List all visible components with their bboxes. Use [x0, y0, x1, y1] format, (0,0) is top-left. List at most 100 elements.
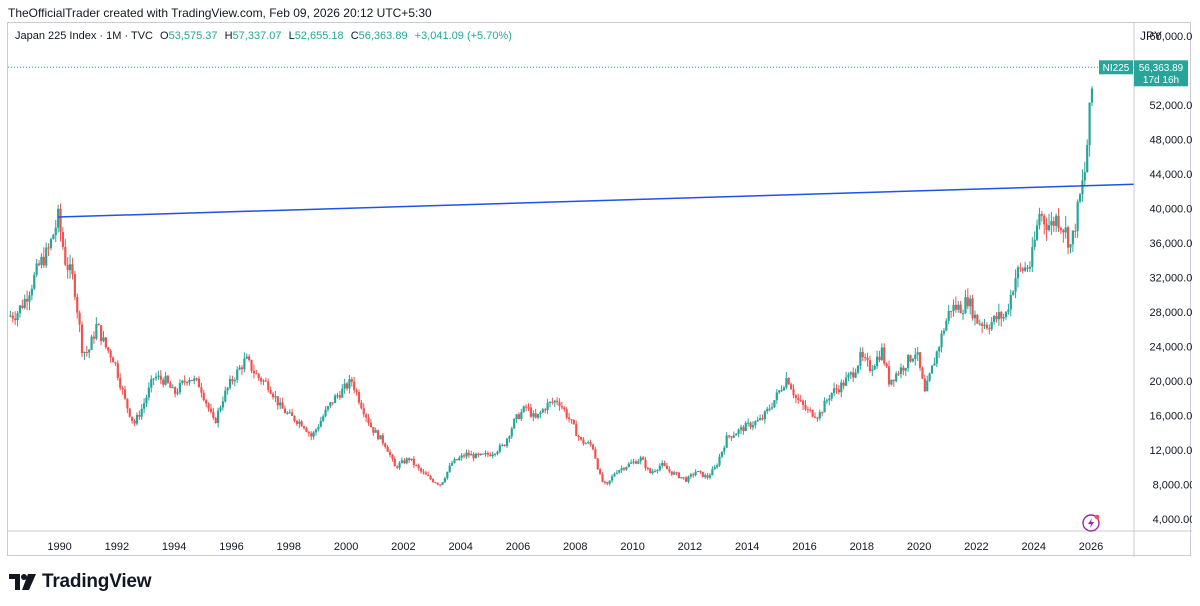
candle-body: [185, 382, 189, 384]
candle-body: [276, 396, 279, 406]
candle-body: [398, 462, 401, 468]
candle-body: [403, 460, 406, 464]
candle-body: [162, 379, 165, 385]
y-axis-label: 20,000.00: [1150, 376, 1192, 388]
candle-body: [345, 383, 349, 389]
candle-body: [1026, 267, 1029, 269]
candle-body: [861, 351, 864, 358]
candle-body: [1074, 230, 1077, 232]
candle-body: [169, 382, 172, 388]
candle-body: [470, 454, 473, 456]
candle-body: [264, 380, 267, 382]
x-axis-label: 2020: [907, 541, 931, 553]
candle-body: [899, 367, 903, 375]
lightning-icon[interactable]: [1082, 514, 1100, 532]
candle-body: [880, 347, 883, 361]
trendline[interactable]: [58, 183, 1135, 218]
candle-body: [603, 481, 607, 483]
candle-body: [995, 315, 998, 320]
candle-body: [551, 401, 554, 403]
candle-body: [18, 305, 22, 314]
candle-body: [472, 454, 475, 459]
candle-body: [653, 471, 657, 473]
candle-body: [1035, 225, 1039, 240]
candle-body: [587, 442, 590, 444]
candle-body: [1019, 267, 1022, 269]
candle-body: [978, 323, 981, 325]
candle-body: [950, 310, 953, 312]
candle-body: [26, 298, 29, 302]
candle-body: [484, 453, 487, 455]
chart-canvas[interactable]: 4,000.00 8,000.00 12,000.00 16,000.00 20,000…: [8, 23, 1192, 557]
candle-body: [114, 362, 117, 364]
candle-body: [766, 408, 769, 412]
candle-body: [770, 407, 774, 409]
candle-body: [1012, 291, 1015, 295]
candle-body: [732, 435, 735, 438]
candle-body: [976, 314, 979, 324]
candle-body: [312, 432, 315, 437]
candle-body: [754, 421, 757, 426]
candle-body: [386, 446, 389, 452]
candle-body: [214, 417, 217, 424]
chart-frame[interactable]: 4,000.00 8,000.00 12,000.00 16,000.00 20,000…: [7, 22, 1192, 557]
candle-body: [575, 424, 578, 436]
candle-body: [226, 387, 229, 391]
candle-body: [637, 461, 640, 464]
candle-body: [450, 462, 454, 466]
candle-body: [28, 295, 31, 302]
candle-body: [835, 388, 838, 390]
candle-body: [73, 274, 76, 297]
last-price-tag: NI225 56,363.89 17d 16h: [1099, 60, 1188, 87]
candle-body: [556, 400, 559, 403]
candle-body: [441, 482, 444, 485]
candle-body: [443, 478, 447, 483]
candle-body: [350, 379, 353, 382]
candle-body: [100, 325, 103, 342]
candle-body: [1083, 172, 1086, 181]
candle-body: [477, 453, 480, 456]
candle-body: [639, 457, 642, 462]
candle-body: [157, 375, 160, 377]
candle-body: [245, 356, 248, 359]
candle-body: [381, 435, 384, 444]
candle-body: [525, 406, 528, 408]
candle-body: [133, 420, 136, 424]
candle-body: [228, 379, 232, 388]
candle-body: [878, 356, 881, 361]
candle-body: [374, 430, 377, 433]
candle-body: [288, 412, 291, 414]
candle-body: [190, 379, 193, 381]
candle-body: [322, 416, 325, 421]
x-axis-label: 2006: [506, 541, 530, 553]
tradingview-logo: TradingView: [9, 570, 152, 594]
candle-body: [527, 407, 530, 409]
candle-body: [694, 471, 697, 476]
candle-body: [493, 453, 497, 455]
candle-body: [47, 247, 50, 249]
candle-body: [255, 373, 258, 375]
candle-body: [348, 379, 351, 389]
candle-body: [145, 397, 148, 404]
candle-body: [14, 318, 17, 321]
candle-body: [756, 420, 759, 422]
candle-body: [825, 400, 829, 402]
candle-body: [625, 467, 628, 470]
candle-body: [1033, 239, 1036, 248]
candle-body: [914, 354, 917, 359]
price-tag-ticker: NI225: [1103, 63, 1130, 74]
currency-label[interactable]: JPY: [1140, 29, 1162, 43]
legend-low: 52,655.18: [295, 30, 344, 42]
candle-body: [126, 398, 129, 409]
candle-body: [209, 408, 213, 412]
candle-body: [429, 475, 432, 480]
candle-body: [854, 372, 857, 378]
candle-body: [1004, 311, 1008, 318]
candle-body: [305, 428, 308, 432]
candle-body: [505, 438, 509, 446]
candle-body: [224, 390, 227, 402]
candle-body: [231, 379, 234, 382]
candle-body: [622, 468, 626, 470]
candle-body: [718, 456, 721, 466]
candle-body: [107, 347, 110, 351]
